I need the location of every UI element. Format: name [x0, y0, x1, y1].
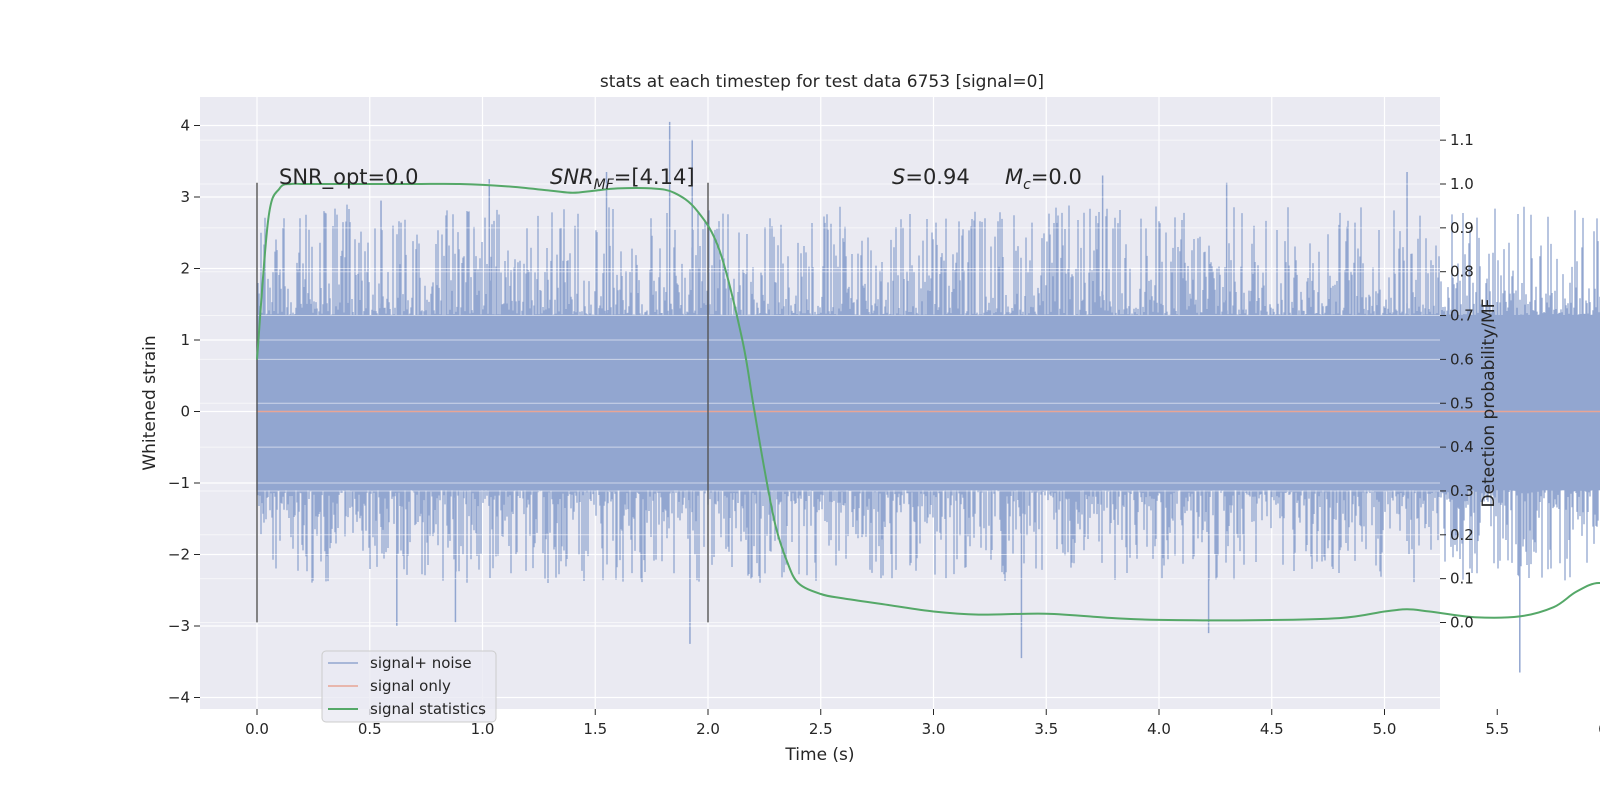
- y-right-tick-label-9: 0.2: [1450, 526, 1474, 544]
- annotation-mc-subscript: c: [1023, 177, 1031, 193]
- series-signal-noise: [256, 121, 1600, 673]
- x-axis-ticks: 0.00.51.01.52.02.53.03.54.04.55.05.56.06…: [245, 709, 1600, 738]
- x-tick-label-9: 4.5: [1260, 720, 1284, 738]
- annotation-mc-value: =0.0: [1031, 165, 1082, 189]
- y-right-tick-label-8: 0.3: [1450, 482, 1474, 500]
- y-right-tick-label-10: 0.1: [1450, 570, 1474, 588]
- y-axis-left-ticks: 4 3 2 1 0 −1 −2 −3 −4: [168, 117, 200, 707]
- x-tick-label-3: 1.5: [583, 720, 607, 738]
- y-left-tick-label-6: −2: [168, 546, 190, 564]
- grid-overlay: [200, 125, 1440, 698]
- legend-label-signal-only: signal only: [370, 677, 451, 695]
- signal-statistics-line: [256, 182, 1600, 622]
- x-tick-label-0: 0.0: [245, 720, 269, 738]
- y-axis-left-label: Whitened strain: [140, 335, 160, 470]
- y-left-tick-label-3: 1: [180, 331, 190, 349]
- y-right-tick-label-5: 0.6: [1450, 350, 1474, 368]
- annotation-snr-mf: SNRMF=[4.14]: [550, 165, 695, 193]
- y-left-tick-label-0: 4: [180, 117, 190, 135]
- annotation-snr-opt: SNR_opt=0.0: [279, 165, 419, 190]
- y-left-tick-label-1: 3: [180, 188, 190, 206]
- x-tick-label-11: 5.5: [1485, 720, 1509, 738]
- series-signal-statistics: [256, 182, 1600, 622]
- y-axis-right-ticks: 1.1 1.0 0.9 0.8 0.7 0.6 0.5 0.4 0.3 0.2 0.1 0.0: [1440, 131, 1474, 632]
- y-axis-right-label: Detection probability/MF: [1479, 299, 1499, 508]
- x-tick-label-2: 1.0: [471, 720, 495, 738]
- annotation-s: S=0.94: [892, 165, 970, 189]
- legend: signal+ noise signal only signal statist…: [321, 650, 497, 723]
- x-tick-label-1: 0.5: [358, 720, 382, 738]
- y-right-tick-label-0: 1.1: [1450, 131, 1474, 149]
- annotation-snr-mf-value: =[4.14]: [614, 165, 695, 189]
- x-tick-label-5: 2.5: [809, 720, 833, 738]
- y-right-tick-label-2: 0.9: [1450, 219, 1474, 237]
- x-tick-label-10: 5.0: [1373, 720, 1397, 738]
- annotation-mc: Mc=0.0: [1005, 165, 1082, 193]
- y-left-tick-label-2: 2: [180, 260, 190, 278]
- y-right-tick-label-6: 0.5: [1450, 394, 1474, 412]
- x-tick-label-12: 6.0: [1598, 720, 1600, 738]
- y-right-tick-label-4: 0.7: [1450, 307, 1474, 325]
- y-left-tick-label-7: −3: [168, 617, 190, 635]
- vertical-markers: [256, 182, 709, 623]
- legend-box: [321, 650, 497, 723]
- annotation-mc-symbol: M: [1005, 165, 1023, 189]
- annotation-snr-mf-symbol: SNR: [550, 165, 594, 189]
- noise-band: [257, 314, 1600, 491]
- y-right-tick-label-3: 0.8: [1450, 263, 1474, 281]
- legend-label-signal-noise: signal+ noise: [370, 654, 472, 672]
- x-tick-label-6: 3.0: [922, 720, 946, 738]
- legend-label-signal-statistics: signal statistics: [370, 700, 486, 718]
- y-left-tick-label-4: 0: [180, 403, 190, 421]
- chart-title: stats at each timestep for test data 675…: [600, 72, 1044, 92]
- x-tick-label-4: 2.0: [696, 720, 720, 738]
- x-tick-label-8: 4.0: [1147, 720, 1171, 738]
- y-right-tick-label-7: 0.4: [1450, 438, 1474, 456]
- annotation-s-symbol: S: [892, 165, 905, 189]
- y-left-tick-label-8: −4: [168, 689, 190, 707]
- annotation-s-value: =0.94: [905, 165, 969, 189]
- x-axis-label: Time (s): [784, 745, 854, 765]
- x-tick-label-7: 3.5: [1034, 720, 1058, 738]
- y-right-tick-label-11: 0.0: [1450, 614, 1474, 632]
- y-right-tick-label-1: 1.0: [1450, 175, 1474, 193]
- annotation-snr-mf-subscript: MF: [594, 177, 615, 193]
- y-left-tick-label-5: −1: [168, 474, 190, 492]
